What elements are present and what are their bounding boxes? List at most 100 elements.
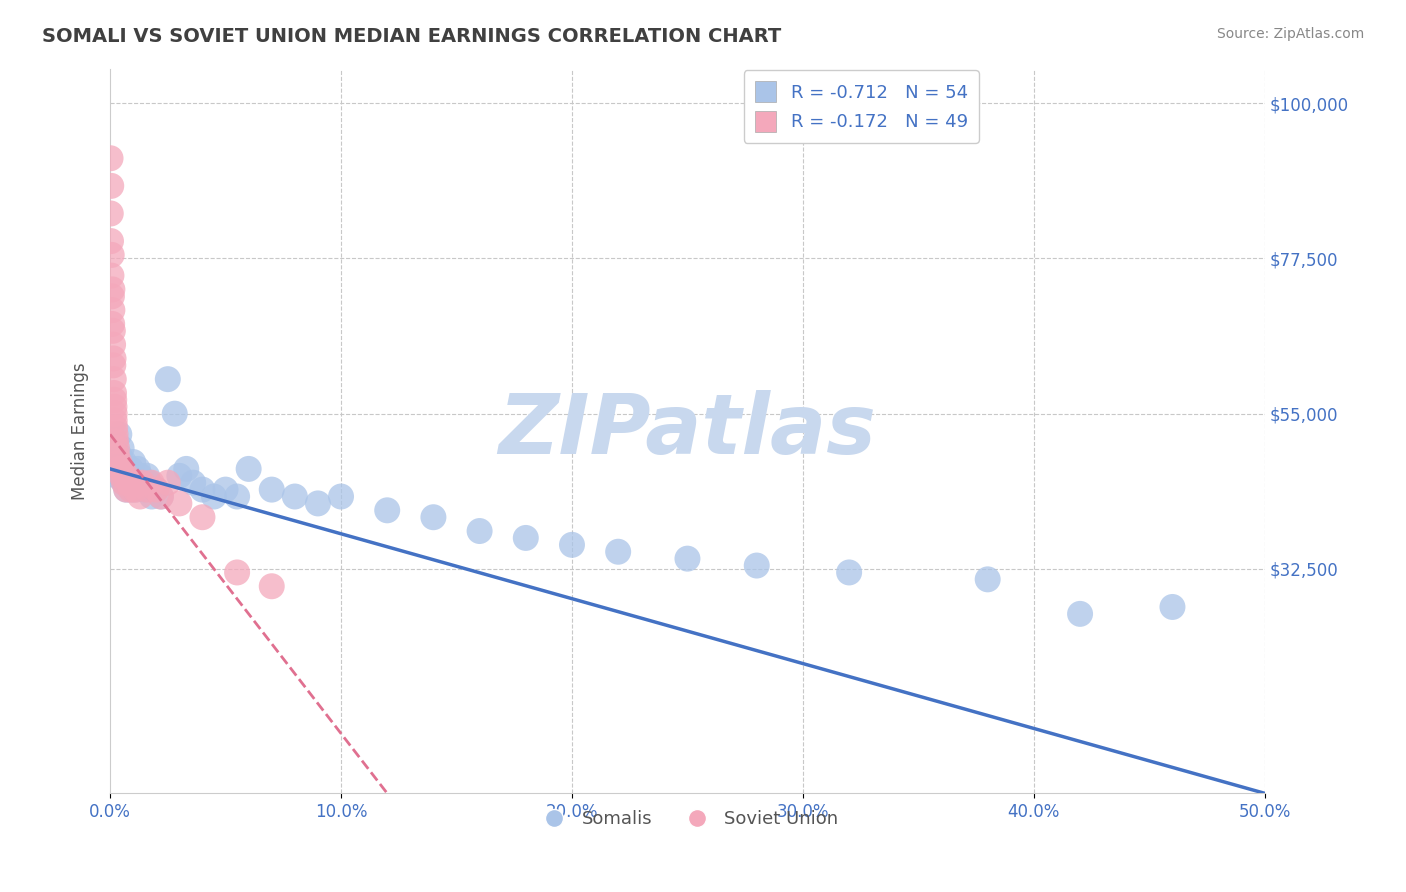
Point — [103, 372, 125, 386]
Point — [145, 483, 167, 497]
Point — [100, 234, 122, 248]
Text: SOMALI VS SOVIET UNION MEDIAN EARNINGS CORRELATION CHART: SOMALI VS SOVIET UNION MEDIAN EARNINGS C… — [42, 27, 782, 45]
Point — [422, 510, 444, 524]
Point — [156, 372, 179, 386]
Point — [284, 490, 307, 504]
Point — [103, 351, 125, 366]
Point — [101, 462, 124, 476]
Point — [163, 407, 186, 421]
Point — [120, 462, 142, 476]
Point — [103, 359, 125, 373]
Point — [117, 475, 139, 490]
Text: ZIPatlas: ZIPatlas — [499, 391, 876, 472]
Point — [260, 483, 283, 497]
Point — [115, 462, 138, 476]
Point — [124, 483, 146, 497]
Point — [112, 468, 135, 483]
Point — [117, 468, 139, 483]
Point — [101, 303, 124, 318]
Point — [1069, 607, 1091, 621]
Point — [101, 317, 124, 331]
Point — [117, 475, 139, 490]
Point — [104, 420, 127, 434]
Point — [838, 566, 860, 580]
Point — [145, 483, 167, 497]
Point — [103, 400, 125, 414]
Point — [104, 427, 127, 442]
Point — [111, 468, 134, 483]
Point — [149, 490, 172, 504]
Point — [330, 490, 353, 504]
Point — [105, 441, 128, 455]
Point — [112, 475, 135, 490]
Point — [101, 289, 124, 303]
Point — [108, 455, 131, 469]
Point — [112, 475, 135, 490]
Point — [129, 468, 152, 483]
Legend: Somalis, Soviet Union: Somalis, Soviet Union — [529, 803, 846, 835]
Point — [260, 579, 283, 593]
Point — [174, 462, 197, 476]
Point — [191, 510, 214, 524]
Point — [103, 386, 125, 401]
Point — [115, 483, 138, 497]
Point — [108, 462, 131, 476]
Point — [120, 483, 142, 497]
Point — [105, 448, 128, 462]
Point — [127, 475, 149, 490]
Point — [214, 483, 236, 497]
Point — [375, 503, 398, 517]
Point — [1161, 599, 1184, 614]
Point — [226, 490, 249, 504]
Point — [141, 475, 163, 490]
Point — [124, 483, 146, 497]
Point — [134, 483, 156, 497]
Point — [141, 490, 163, 504]
Point — [100, 178, 122, 193]
Point — [111, 441, 134, 455]
Point — [112, 455, 135, 469]
Point — [307, 496, 329, 510]
Point — [127, 462, 149, 476]
Point — [745, 558, 768, 573]
Point — [101, 324, 124, 338]
Point — [105, 434, 128, 449]
Point — [238, 462, 260, 476]
Point — [561, 538, 583, 552]
Point — [129, 490, 152, 504]
Point — [136, 468, 159, 483]
Point — [226, 566, 249, 580]
Point — [104, 407, 127, 421]
Point — [101, 337, 124, 351]
Point — [100, 151, 122, 165]
Point — [100, 206, 122, 220]
Point — [136, 483, 159, 497]
Point — [115, 468, 138, 483]
Point — [607, 545, 630, 559]
Point — [103, 392, 125, 407]
Point — [111, 462, 134, 476]
Point — [108, 448, 131, 462]
Point — [138, 475, 160, 490]
Point — [676, 551, 699, 566]
Point — [131, 475, 153, 490]
Point — [122, 455, 145, 469]
Point — [115, 483, 138, 497]
Point — [122, 475, 145, 490]
Point — [104, 441, 127, 455]
Y-axis label: Median Earnings: Median Earnings — [72, 362, 89, 500]
Point — [191, 483, 214, 497]
Point — [120, 483, 142, 497]
Point — [976, 572, 998, 586]
Text: Source: ZipAtlas.com: Source: ZipAtlas.com — [1216, 27, 1364, 41]
Point — [108, 427, 131, 442]
Point — [122, 475, 145, 490]
Point — [202, 490, 225, 504]
Point — [101, 282, 124, 296]
Point — [181, 475, 204, 490]
Point — [131, 475, 153, 490]
Point — [104, 414, 127, 428]
Point — [105, 455, 128, 469]
Point — [169, 468, 191, 483]
Point — [149, 490, 172, 504]
